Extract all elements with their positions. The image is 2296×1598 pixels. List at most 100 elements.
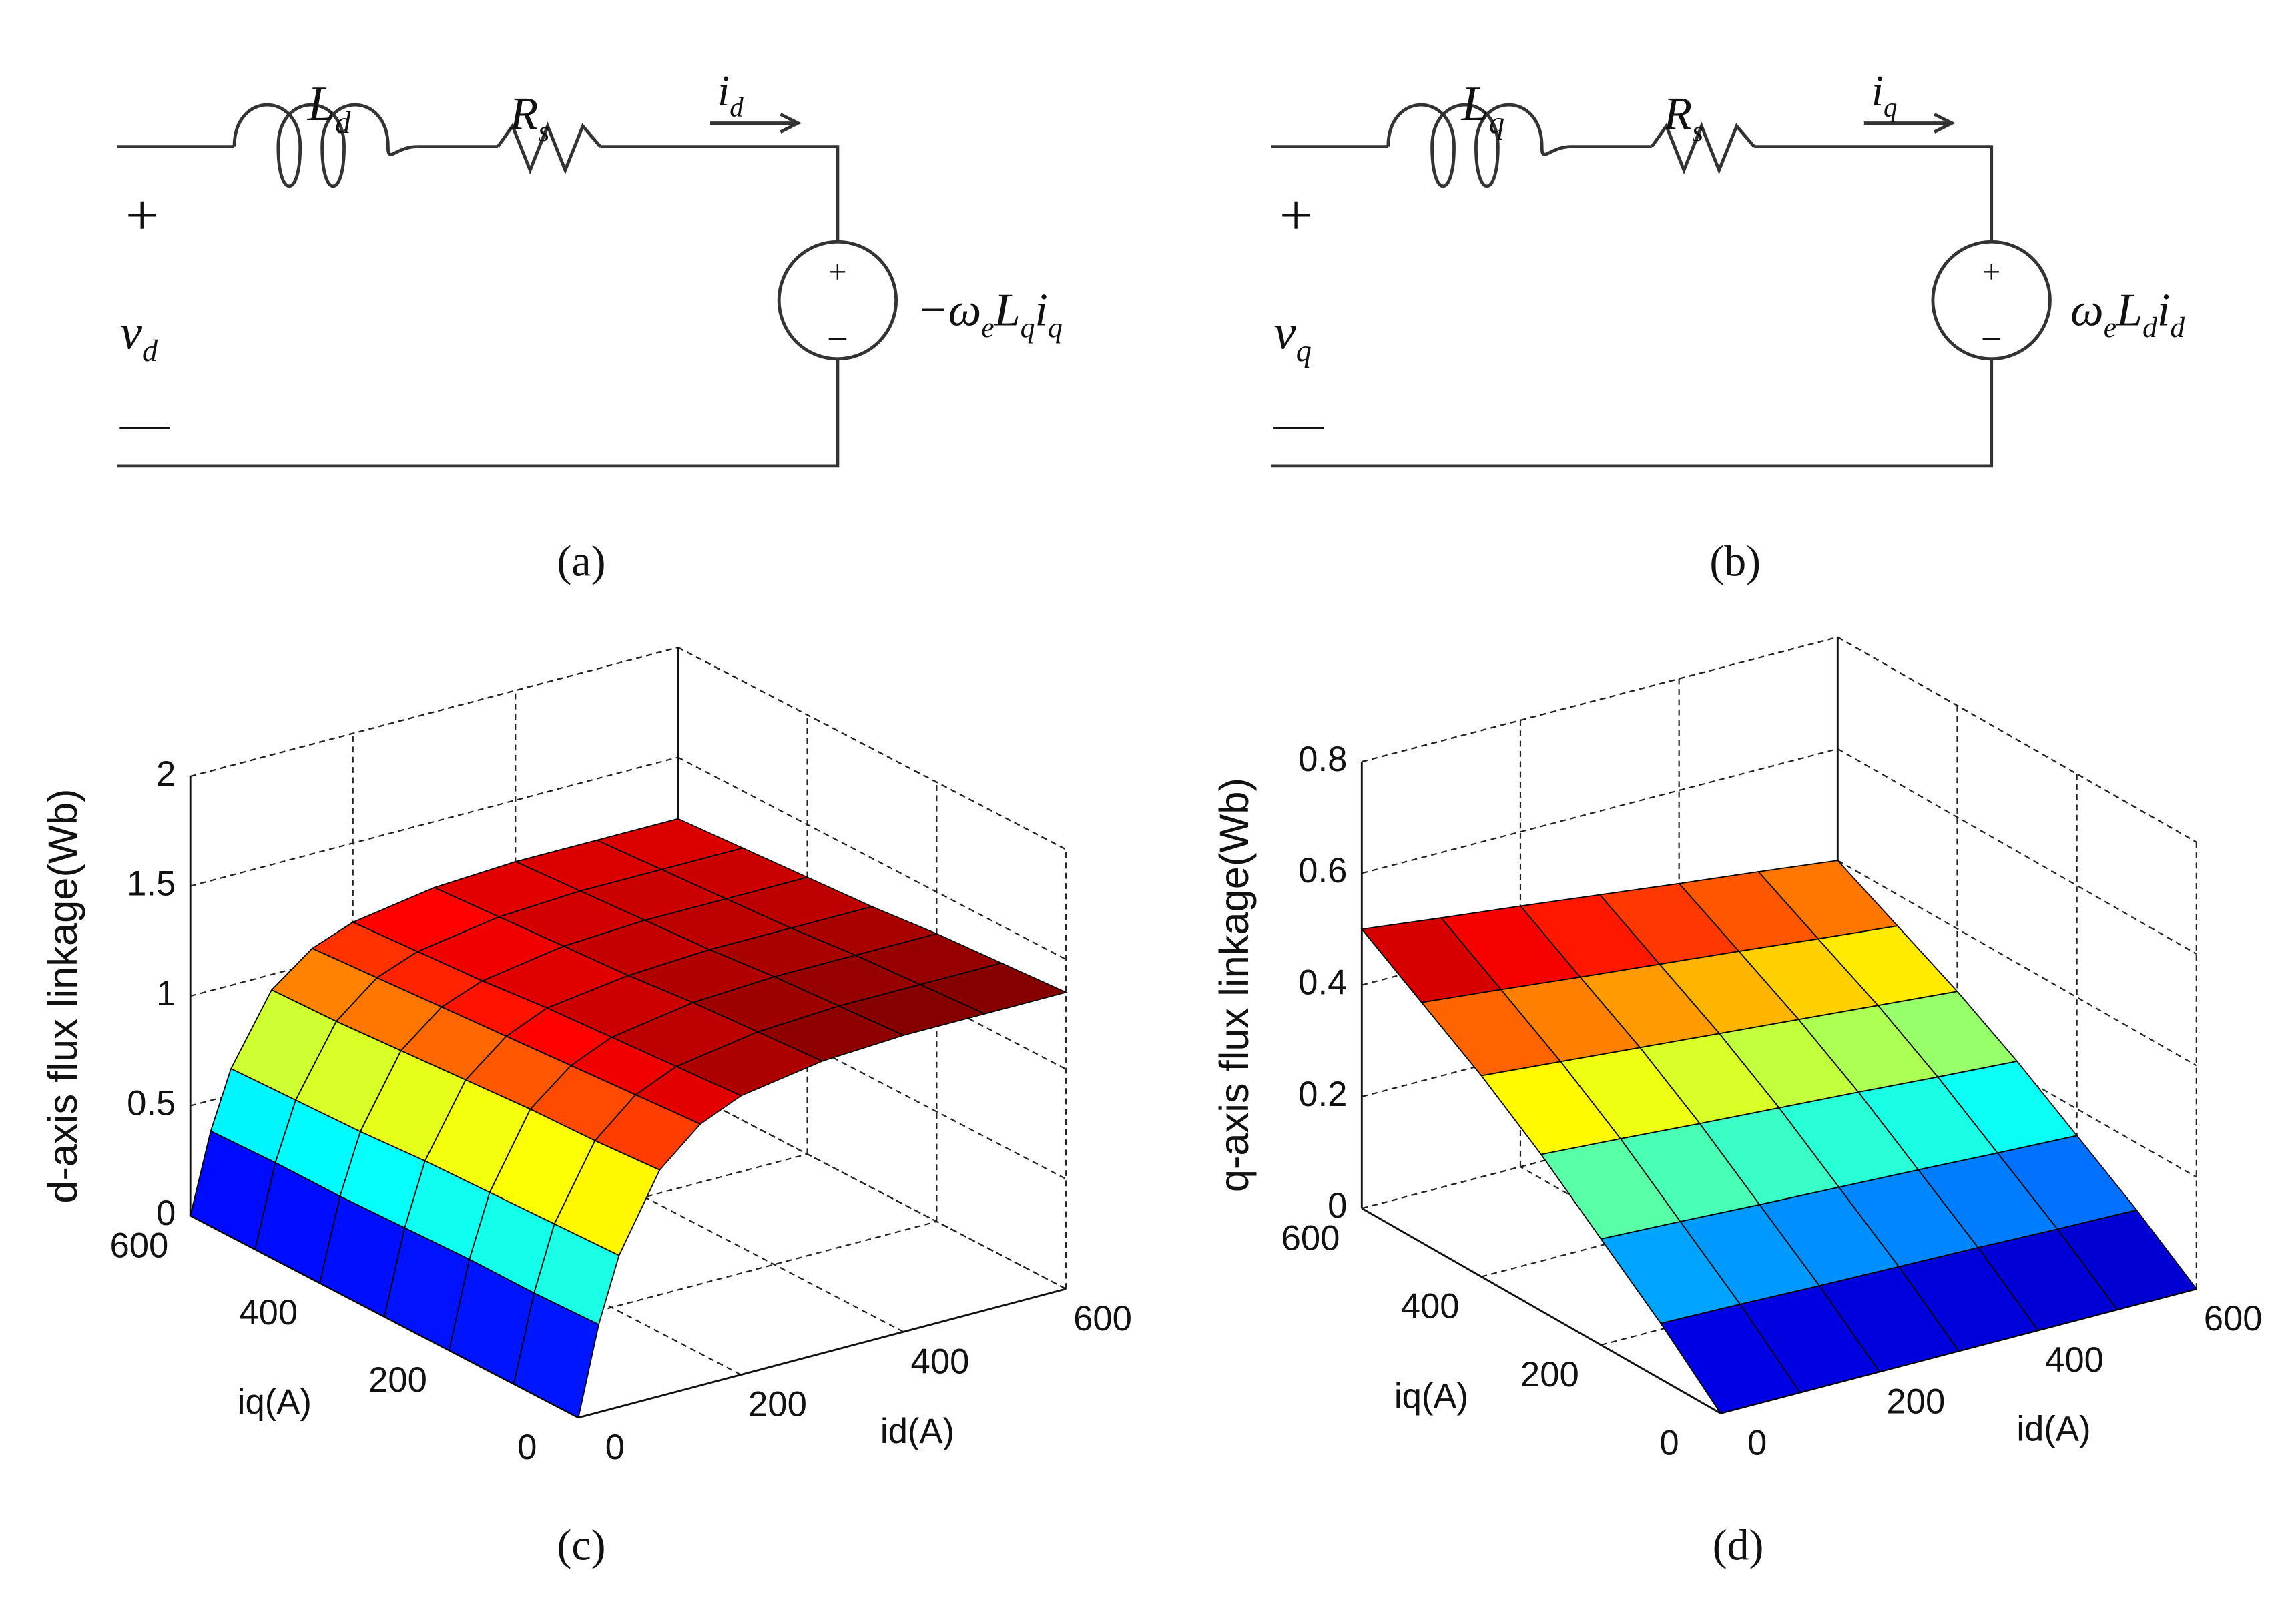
grid-line (1837, 748, 2197, 955)
z-axis-label: q-axis flux linkage(Wb) (1211, 778, 1257, 1192)
source-label-sub: d (2170, 312, 2185, 344)
tick-label: 0.8 (1298, 740, 1347, 779)
source-label-main: L (994, 284, 1021, 336)
source-label-sub: d (2142, 312, 2157, 344)
tick-label: 0.6 (1298, 851, 1347, 890)
source-minus: − (1981, 318, 2002, 360)
box-edge (190, 646, 679, 778)
y-axis-label: iq(A) (1394, 1376, 1468, 1416)
source-label-main: L (2116, 284, 2142, 336)
x-axis (578, 1288, 1067, 1419)
inductor-label: Ld (307, 77, 351, 140)
caption: (d) (1713, 1521, 1764, 1570)
wire (1271, 358, 1994, 468)
grid-line (677, 1086, 1067, 1290)
tick-label: 1.5 (127, 864, 176, 903)
current-arrow (710, 113, 802, 134)
y-axis-label: iq(A) (238, 1382, 312, 1422)
surface-cell (1659, 1303, 1801, 1414)
x-axis-label: id(A) (2016, 1410, 2090, 1449)
source-label-sub: q (1021, 312, 1035, 344)
resistor-label: Rs (1663, 87, 1703, 148)
tick-label: 200 (1886, 1382, 1945, 1421)
plus-sign: + (125, 182, 159, 247)
source-label-main: −ω (916, 284, 981, 336)
tick-label: 600 (2204, 1299, 2263, 1338)
caption: (a) (557, 537, 605, 585)
inductor-label-sub: d (335, 106, 351, 140)
wire (600, 145, 840, 242)
tick-label: 200 (368, 1360, 427, 1400)
current-label-main: i (1872, 67, 1884, 115)
tick-label: 400 (1401, 1287, 1460, 1326)
resistor-label-sub: s (538, 115, 549, 148)
tick-label: 0.5 (127, 1084, 176, 1123)
wire (117, 358, 840, 468)
voltage-label-sub: q (1296, 334, 1312, 368)
current-label-sub: d (730, 93, 744, 123)
inductor (232, 103, 418, 188)
voltage-label: vq (1274, 305, 1312, 368)
tick-label: 0 (1659, 1424, 1679, 1463)
minus-sign: — (1273, 396, 1325, 451)
box-edge (1837, 636, 2197, 843)
tick-label: 200 (1520, 1355, 1579, 1394)
grid-line (1837, 860, 2197, 1067)
resistor-label: Rs (509, 87, 549, 148)
resistor-label-sub: s (1692, 115, 1703, 148)
current-label: iq (1872, 67, 1898, 122)
source-plus: + (1982, 255, 2000, 290)
tick-label: 600 (1073, 1299, 1132, 1338)
z-axis-label: d-axis flux linkage(Wb) (40, 789, 86, 1204)
tick-label: 1 (156, 974, 176, 1013)
current-label-main: i (718, 67, 730, 115)
resistor-label-main: R (1663, 87, 1692, 140)
voltage-label-sub: d (142, 334, 158, 368)
y-axis (1361, 1207, 1721, 1414)
tick-label: 0 (517, 1428, 537, 1467)
tick-label: 0 (605, 1428, 625, 1467)
resistor (496, 121, 602, 175)
inductor-label-main: L (307, 77, 335, 131)
source-label: ωeLdid (2070, 284, 2185, 344)
source-label-main: i (2157, 284, 2171, 336)
tick-label: 0 (156, 1193, 176, 1233)
inductor (1386, 103, 1572, 188)
tick-label: 400 (911, 1342, 970, 1381)
tick-label: 0 (1747, 1424, 1767, 1463)
circuit (1271, 103, 2052, 468)
tick-label: 400 (239, 1293, 298, 1332)
source-plus: + (828, 255, 846, 290)
source-label-main: i (1035, 284, 1048, 336)
voltage-label-main: v (1274, 305, 1297, 360)
circuit (117, 103, 898, 468)
source-label: −ωeLqiq (916, 284, 1062, 344)
grid-line (677, 756, 1067, 961)
grid-line (190, 756, 679, 887)
caption: (b) (1709, 537, 1761, 585)
inductor-label: Lq (1460, 77, 1504, 140)
source-label-sub: e (2104, 312, 2116, 344)
box-edge (677, 646, 1067, 850)
tick-label: 0.4 (1298, 963, 1347, 1003)
source-label-sub: e (981, 312, 994, 344)
resistor (1650, 121, 1756, 175)
source-label-main: ω (2070, 284, 2104, 336)
caption: (c) (557, 1521, 605, 1570)
tick-label: 2 (156, 754, 176, 794)
voltage-label: vd (120, 305, 158, 368)
surface-cell (513, 1292, 600, 1419)
current-label-sub: q (1884, 93, 1897, 123)
source-minus: − (827, 318, 848, 360)
voltage-label-main: v (120, 305, 143, 360)
plus-sign: + (1279, 182, 1313, 247)
current-label: id (718, 67, 744, 122)
source-label-sub: q (1048, 312, 1063, 344)
current-arrow (1863, 113, 1956, 134)
tick-label: 0 (1328, 1186, 1347, 1226)
minus-sign: — (119, 396, 171, 451)
inductor-label-main: L (1460, 77, 1488, 131)
x-axis-label: id(A) (880, 1412, 954, 1451)
